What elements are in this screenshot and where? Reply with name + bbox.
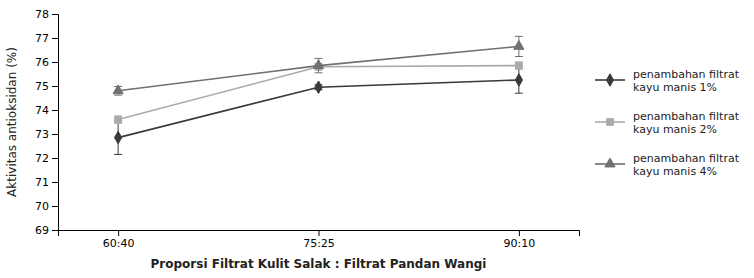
- y-axis-line: [52, 15, 59, 231]
- y-tick-mark: [52, 158, 58, 159]
- x-tick-mark: [118, 230, 119, 236]
- y-tick-label: 74: [35, 104, 49, 117]
- y-tick-mark: [52, 62, 58, 63]
- y-tick-mark: [52, 230, 58, 231]
- marker: [115, 116, 122, 123]
- y-tick-label: 78: [35, 8, 49, 21]
- y-tick: 76: [35, 56, 58, 69]
- x-axis-title: Proporsi Filtrat Kulit Salak : Filtrat P…: [151, 257, 487, 271]
- series: [114, 67, 523, 155]
- y-tick-mark: [52, 38, 58, 39]
- legend-label: penambahan filtratkayu manis 4%: [633, 152, 740, 178]
- y-tick-label: 72: [35, 152, 49, 165]
- y-tick: 75: [35, 80, 58, 93]
- y-tick-mark: [52, 206, 58, 207]
- x-tick-label: 75:25: [303, 237, 335, 250]
- y-tick-mark: [52, 14, 58, 15]
- y-tick-label: 71: [35, 176, 49, 189]
- legend-label-line: penambahan filtrat: [633, 110, 740, 123]
- x-tick-mark: [519, 230, 520, 236]
- marker: [115, 131, 122, 143]
- legend-label: penambahan filtratkayu manis 2%: [633, 110, 740, 136]
- legend-marker: [606, 74, 613, 86]
- chart: 69 70 71 72 73 74 75 76 77 78 60:40 75:25 90:10 Propo…: [0, 0, 754, 278]
- legend-label-line: kayu manis 2%: [633, 123, 717, 136]
- y-tick: 74: [35, 104, 58, 117]
- error-bar-cap: [515, 36, 523, 37]
- legend-label-line: penambahan filtrat: [633, 68, 740, 81]
- marker: [515, 74, 522, 86]
- error-bar-cap: [315, 72, 323, 73]
- y-tick-label: 70: [35, 200, 49, 213]
- y-tick: 77: [35, 32, 58, 45]
- error-bar-cap: [515, 56, 523, 57]
- marker: [516, 62, 523, 69]
- error-bar: [515, 67, 523, 93]
- y-tick: 72: [35, 152, 58, 165]
- y-tick: 78: [35, 8, 58, 21]
- error-bar-cap: [114, 95, 122, 96]
- series-line: [118, 80, 519, 138]
- error-bar: [114, 116, 122, 123]
- y-tick-label: 69: [35, 224, 49, 237]
- marker: [313, 60, 323, 69]
- y-axis-title: Aktivitas antioksidan (%): [5, 47, 19, 197]
- x-tick-label: 90:10: [504, 237, 536, 250]
- legend-item: penambahan filtratkayu manis 1%: [595, 68, 740, 94]
- y-tick: 69: [35, 224, 58, 237]
- x-tick-label: 60:40: [103, 237, 135, 250]
- legend-item: penambahan filtratkayu manis 2%: [595, 110, 740, 136]
- x-axis-line: [59, 231, 580, 237]
- legend-marker: [605, 158, 615, 167]
- marks: [113, 36, 524, 154]
- marker: [514, 41, 524, 50]
- plot: 69 70 71 72 73 74 75 76 77 78 60:40 75:25 90:10 Propo…: [5, 8, 740, 271]
- error-bar: [515, 62, 523, 69]
- series: [113, 36, 524, 95]
- marker: [315, 81, 322, 93]
- x-tick: 60:40: [103, 230, 135, 250]
- y-tick-label: 73: [35, 128, 49, 141]
- y-tick-label: 76: [35, 56, 49, 69]
- y-tick-mark: [52, 182, 58, 183]
- x-axis: 60:40 75:25 90:10: [59, 230, 580, 250]
- x-tick: 75:25: [303, 230, 335, 250]
- error-bar-cap: [515, 93, 523, 94]
- legend: penambahan filtratkayu manis 1%penambaha…: [595, 68, 740, 178]
- y-tick: 73: [35, 128, 58, 141]
- legend-label-line: penambahan filtrat: [633, 152, 740, 165]
- y-tick: 71: [35, 176, 58, 189]
- y-tick-label: 77: [35, 32, 49, 45]
- series-line: [118, 66, 519, 120]
- marker: [113, 85, 123, 94]
- legend-marker: [607, 119, 614, 126]
- error-bar: [114, 121, 122, 155]
- series-line: [118, 46, 519, 90]
- error-bar-cap: [114, 154, 122, 155]
- y-tick: 70: [35, 200, 58, 213]
- y-tick-mark: [52, 110, 58, 111]
- legend-label-line: kayu manis 4%: [633, 165, 717, 178]
- y-tick-mark: [52, 86, 58, 87]
- legend-label-line: kayu manis 1%: [633, 81, 717, 94]
- y-tick-mark: [52, 134, 58, 135]
- x-tick: 90:10: [504, 230, 536, 250]
- legend-item: penambahan filtratkayu manis 4%: [595, 152, 740, 178]
- x-tick-mark: [319, 230, 320, 236]
- y-tick-label: 75: [35, 80, 49, 93]
- legend-label: penambahan filtratkayu manis 1%: [633, 68, 740, 94]
- y-axis: 69 70 71 72 73 74 75 76 77 78: [35, 8, 59, 237]
